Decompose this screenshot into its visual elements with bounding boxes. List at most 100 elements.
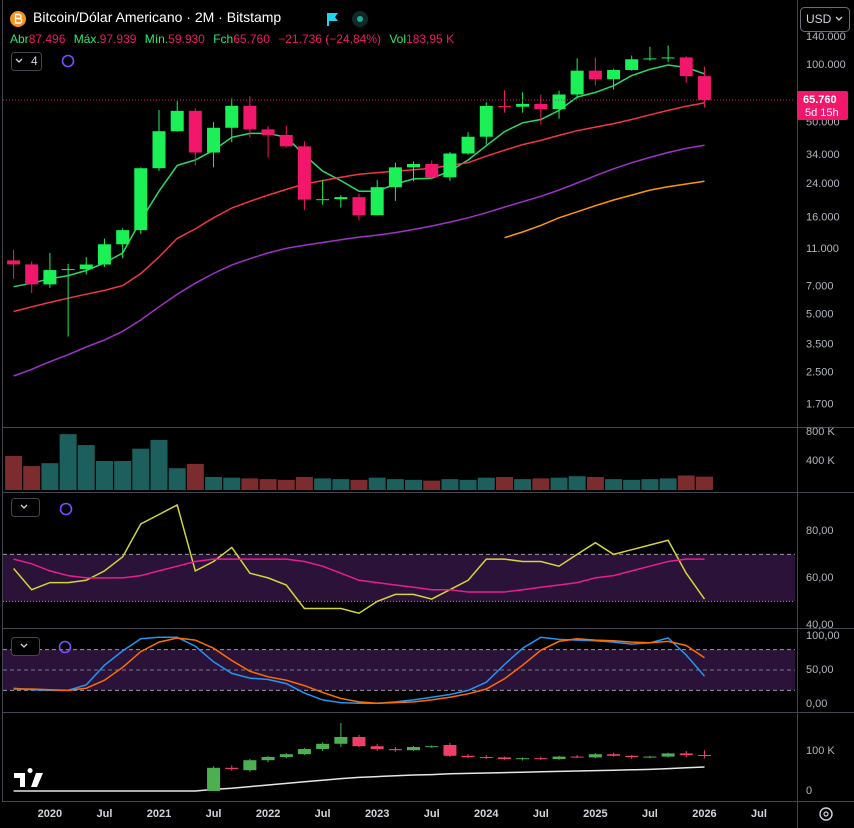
currency-button[interactable] <box>800 7 850 32</box>
candle-body <box>461 136 475 154</box>
candle-body <box>316 199 330 201</box>
volume-bar <box>59 434 77 490</box>
y-tick-label: 40,00 <box>806 619 834 631</box>
candle-body <box>407 747 421 751</box>
candle-body <box>588 754 602 758</box>
indicators-toggle[interactable] <box>11 52 42 71</box>
candle-body <box>661 753 675 757</box>
candle-body <box>43 270 57 285</box>
volume-bar <box>186 463 204 490</box>
settings-icon[interactable] <box>819 807 833 821</box>
toggle-chevron <box>20 504 28 509</box>
candle-body <box>516 103 530 107</box>
candle-body <box>461 755 475 757</box>
volume-bar <box>314 478 332 490</box>
candle-body <box>61 269 75 271</box>
volume-bar <box>205 476 223 490</box>
indicator-line <box>13 144 705 377</box>
x-tick-label: Jul <box>206 808 222 820</box>
sync-icon[interactable] <box>59 502 73 516</box>
y-tick-label: 50,00 <box>806 664 834 676</box>
y-tick-label: 80,00 <box>806 525 834 537</box>
volume-bar <box>623 479 641 490</box>
candle-body <box>261 129 275 135</box>
sync-icon[interactable] <box>58 640 72 654</box>
x-tick-label: Jul <box>751 808 767 820</box>
y-tick-label: 24.000 <box>806 178 840 190</box>
volume-bar <box>114 460 132 490</box>
y-tick-label: 60,00 <box>806 572 834 584</box>
high-value: 97.939 <box>99 32 137 46</box>
candle-body <box>479 757 493 758</box>
sync-icon[interactable] <box>61 54 75 68</box>
volume-bar <box>514 479 532 490</box>
candle-body <box>388 749 402 751</box>
countdown-label: 5d 15h <box>805 107 839 119</box>
logo[interactable] <box>14 768 43 787</box>
candle-body <box>516 758 530 760</box>
candle-body <box>170 110 184 132</box>
candle-body <box>116 230 130 245</box>
x-tick-label: 2026 <box>692 808 716 820</box>
symbol-icon-glyph <box>14 13 23 24</box>
volume-bar <box>641 479 659 490</box>
flag-icon[interactable] <box>327 13 338 26</box>
y-tick-label: 34.000 <box>806 149 840 161</box>
volume-bar <box>23 466 41 490</box>
candle-body <box>334 197 348 200</box>
candle-body <box>279 754 293 757</box>
candle-body <box>297 749 311 755</box>
candle-body <box>643 58 657 60</box>
settings-icon-center <box>823 811 829 817</box>
candle-body <box>552 94 566 110</box>
indicator-line <box>13 636 706 705</box>
candle-body <box>534 758 548 760</box>
symbol-title[interactable]: Bitcoin/Dólar Americano · 2M · Bitstamp <box>33 9 282 25</box>
change-value: −21.736 (−24,84%) <box>278 32 381 46</box>
high-label: Máx. <box>73 32 100 46</box>
candle-body <box>570 70 584 95</box>
x-tick-label: 2024 <box>474 808 499 820</box>
volume-bar <box>423 480 441 490</box>
pane-toggle[interactable] <box>11 498 40 517</box>
volume-bar <box>277 479 295 490</box>
x-tick-label: 2021 <box>147 808 171 820</box>
volume-bar <box>350 479 368 490</box>
volume-bar <box>586 476 604 490</box>
candle-body <box>607 754 621 756</box>
volume-value: 183,95 K <box>406 32 455 46</box>
candle-body <box>697 755 711 756</box>
candle-body <box>607 69 621 80</box>
y-tick-label: 3.500 <box>806 338 834 350</box>
volume-bar <box>550 477 568 490</box>
low-value: 59.930 <box>168 32 205 46</box>
candle-body <box>479 105 493 137</box>
y-tick-label: 100 K <box>806 745 835 757</box>
volume-bar <box>223 477 241 490</box>
volume-bar <box>241 478 259 490</box>
open-value: 87.496 <box>28 32 66 46</box>
y-tick-label: 7.000 <box>806 281 834 293</box>
candle-body <box>643 756 657 758</box>
candle-body <box>370 187 384 216</box>
volume-bar <box>168 468 186 490</box>
volume-bar <box>695 476 713 490</box>
candle-body <box>97 244 111 265</box>
indicator-line <box>13 766 705 792</box>
candle-body <box>552 756 566 759</box>
ohlc-legend: Abr87.496 Máx.97.939 Mín.59.930 Fch65.76… <box>10 32 459 46</box>
x-tick-label: 2022 <box>256 808 280 820</box>
candle-body <box>207 767 221 791</box>
pane-toggle[interactable] <box>11 637 40 656</box>
volume-bar <box>95 460 113 490</box>
candle-body <box>188 110 202 153</box>
candle-body <box>370 746 384 749</box>
volume-bar <box>332 479 350 490</box>
volume-bar <box>495 476 513 490</box>
currency-chevron <box>835 16 843 21</box>
y-tick-label: 16.000 <box>806 212 840 224</box>
volume-bar <box>386 479 404 490</box>
